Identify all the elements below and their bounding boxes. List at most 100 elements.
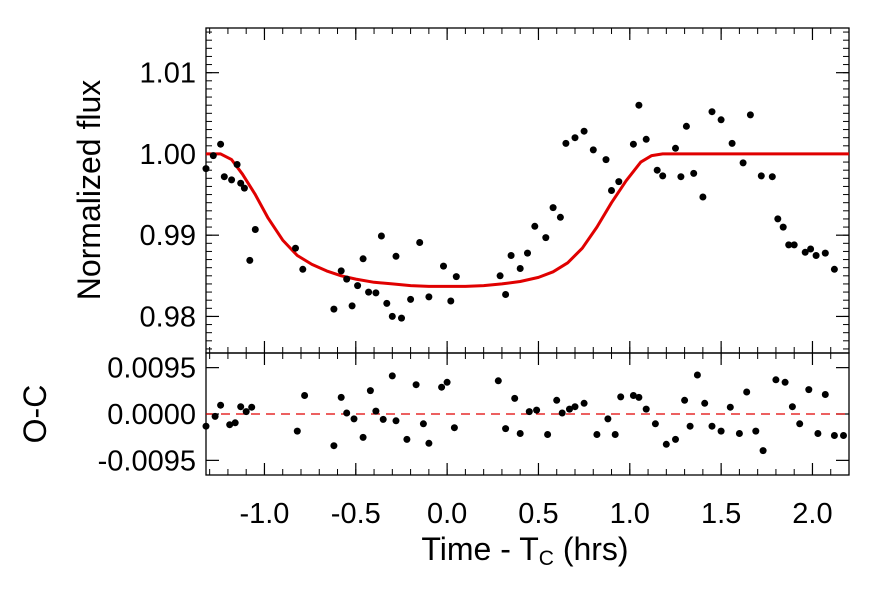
flux-data-point: [365, 288, 373, 296]
x-axis-title-subscript: C: [539, 547, 554, 570]
flux-y-tick-label: 1.01: [140, 58, 196, 90]
flux-data-point: [416, 239, 424, 246]
residual-data-point: [301, 392, 309, 399]
flux-data-point: [682, 122, 690, 130]
residual-data-point: [788, 403, 796, 411]
flux-data-point: [502, 291, 510, 298]
residual-data-point: [231, 419, 239, 427]
x-tick-label: -1.0: [239, 498, 289, 530]
residuals-y-tick-label: 0.0000: [107, 399, 196, 431]
residual-data-point: [248, 403, 256, 411]
flux-data-point: [728, 139, 736, 147]
residuals-y-tick-label: -0.0095: [98, 445, 196, 477]
flux-data-point: [739, 159, 747, 167]
flux-data-point: [507, 252, 515, 259]
flux-data-point: [220, 173, 228, 181]
x-tick-labels: -1.0 -0.5 0.0 0.5 1.0 1.5 2.0: [239, 498, 832, 530]
residual-data-point: [343, 409, 351, 417]
residual-data-point: [202, 422, 210, 430]
flux-data-point: [228, 176, 236, 184]
flux-data-point: [571, 134, 579, 142]
flux-data-point: [542, 234, 550, 242]
flux-data-point: [690, 169, 698, 177]
flux-data-point: [768, 173, 776, 181]
residual-data-point: [359, 433, 367, 441]
residual-data-point: [686, 422, 694, 430]
residual-data-point: [651, 420, 659, 428]
flux-data-point: [516, 265, 524, 272]
flux-data-point: [672, 144, 679, 152]
flux-data-point: [615, 178, 623, 186]
residual-data-point: [511, 394, 519, 402]
flux-data-point: [779, 223, 787, 231]
flux-data-point: [388, 312, 396, 320]
flux-data-point: [608, 187, 615, 194]
flux-data-point: [629, 140, 637, 148]
flux-data-point: [343, 275, 351, 283]
residual-data-point: [237, 403, 245, 411]
flux-data-point: [580, 127, 588, 135]
flux-data-point: [237, 179, 245, 187]
residual-data-point: [242, 408, 250, 416]
residual-data-point: [412, 381, 420, 389]
flux-data-point: [233, 161, 241, 168]
flux-data-point: [392, 252, 400, 260]
residuals-panel: 0.0095 0.0000 -0.0095: [98, 352, 850, 477]
flux-data-point: [447, 297, 455, 305]
transit-model-curve: [206, 152, 849, 288]
residual-data-point: [805, 386, 813, 394]
residual-data-point: [443, 378, 451, 386]
residual-data-point: [379, 415, 387, 423]
flux-data-point: [830, 265, 838, 273]
flux-data-point: [440, 262, 447, 270]
residual-data-point: [735, 430, 743, 437]
flux-data-point: [337, 267, 345, 275]
residual-data-point: [708, 422, 716, 430]
residual-data-point: [350, 415, 358, 423]
residual-data-point: [701, 399, 709, 407]
flux-data-point: [217, 140, 225, 148]
flux-data-point: [292, 244, 299, 252]
flux-data-point: [240, 184, 248, 192]
x-tick-label: 2.0: [792, 498, 832, 530]
flux-data-point: [354, 282, 362, 290]
residual-data-point: [516, 430, 524, 437]
residual-data-point: [217, 401, 225, 409]
residual-data-point: [830, 432, 838, 439]
flux-data-point: [708, 108, 716, 116]
flux-data-point: [602, 156, 610, 164]
flux-data-point: [717, 116, 725, 124]
flux-data-point: [383, 299, 391, 307]
x-tick-label: 1.5: [701, 498, 741, 530]
residual-data-point: [502, 425, 510, 433]
residual-data-point: [330, 442, 338, 450]
residual-data-point: [425, 439, 433, 447]
flux-data-point: [589, 146, 597, 154]
flux-data-point: [757, 172, 765, 180]
flux-data-point: [425, 293, 433, 301]
flux-data-point: [407, 295, 415, 303]
flux-data-point: [251, 226, 259, 233]
flux-panel: 0.98 0.99 1.00 1.01: [140, 27, 850, 354]
residual-data-point: [662, 440, 670, 448]
flux-data-point: [785, 241, 793, 249]
residual-data-point: [438, 383, 446, 391]
residual-data-point: [781, 378, 789, 386]
residual-data-point: [772, 376, 780, 384]
flux-data-point: [653, 166, 661, 174]
residual-data-point: [525, 408, 533, 416]
x-tick-label: 0.5: [518, 498, 558, 530]
residuals-y-tick-label: 0.0095: [107, 353, 196, 385]
flux-y-tick-label: 0.98: [140, 301, 196, 333]
flux-data-point: [699, 193, 707, 201]
x-axis-title-unit: (hrs): [554, 531, 629, 567]
residual-data-point: [419, 420, 427, 428]
x-axis-title: Time - TC (hrs): [421, 531, 628, 570]
residual-data-point: [604, 415, 612, 423]
flux-data-point: [549, 204, 557, 212]
flux-plot-frame: [205, 27, 850, 354]
residual-data-point: [388, 372, 396, 380]
residual-data-point: [566, 405, 573, 413]
flux-data-point: [202, 165, 210, 173]
